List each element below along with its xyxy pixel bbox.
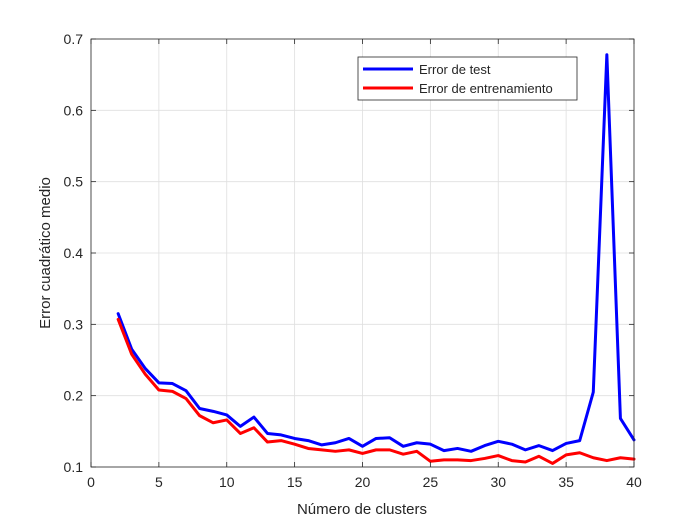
x-tick-label: 25 <box>423 474 439 490</box>
x-tick-label: 0 <box>87 474 95 490</box>
legend-box <box>357 56 578 101</box>
y-axis-label: Error cuadrático medio <box>37 177 54 329</box>
ticks: 0 5 10 15 20 25 30 35 40 0.1 0.2 0.3 0.4 0.5 0.6 0.7 <box>64 31 642 490</box>
y-tick-label: 0.5 <box>64 174 84 190</box>
series-lines <box>116 53 636 465</box>
x-tick-label: 15 <box>287 474 303 490</box>
x-tick-label: 10 <box>219 474 235 490</box>
y-tick-label: 0.2 <box>64 388 84 404</box>
x-axis-label: Número de clusters <box>297 501 427 518</box>
legend-label-test: Error de test <box>419 62 491 77</box>
legend-label-train: Error de entrenamiento <box>419 81 553 96</box>
x-tick-label: 30 <box>490 474 506 490</box>
y-tick-label: 0.3 <box>64 316 84 332</box>
x-tick-label: 5 <box>155 474 163 490</box>
y-tick-label: 0.7 <box>64 31 84 47</box>
y-tick-label: 0.6 <box>64 102 84 118</box>
y-tick-label: 0.1 <box>64 459 84 475</box>
series-line-test-error <box>116 53 636 453</box>
x-tick-label: 35 <box>558 474 574 490</box>
legend: Error de test Error de entrenamiento <box>357 56 578 101</box>
x-tick-label: 20 <box>355 474 371 490</box>
series-line-training-error <box>116 317 636 465</box>
x-tick-label: 40 <box>626 474 642 490</box>
y-tick-label: 0.4 <box>64 245 84 261</box>
